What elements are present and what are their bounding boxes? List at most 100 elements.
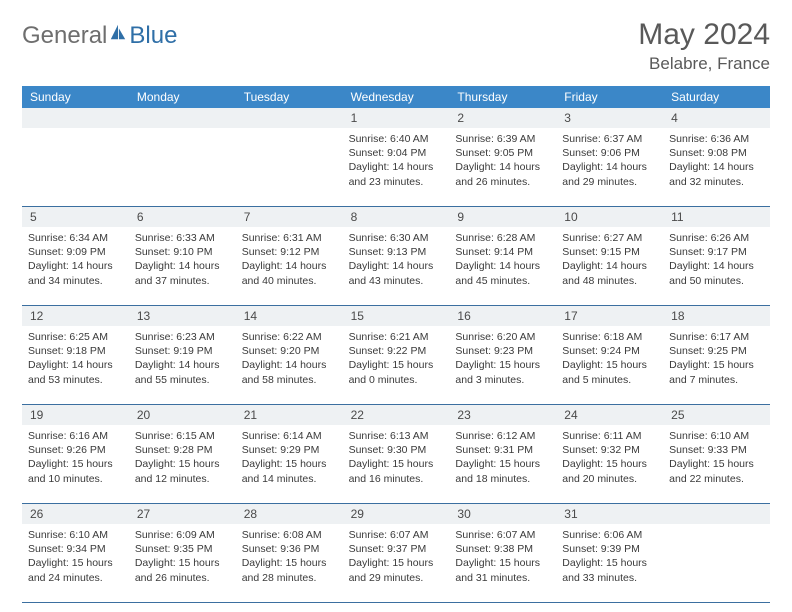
sunrise-text: Sunrise: 6:23 AM — [135, 330, 230, 344]
daylight-text: Daylight: 14 hours and 45 minutes. — [455, 259, 550, 287]
sunset-text: Sunset: 9:13 PM — [349, 245, 444, 259]
day-cell — [236, 128, 343, 206]
day-cell: Sunrise: 6:07 AMSunset: 9:38 PMDaylight:… — [449, 524, 556, 602]
sunset-text: Sunset: 9:32 PM — [562, 443, 657, 457]
day-cell: Sunrise: 6:14 AMSunset: 9:29 PMDaylight:… — [236, 425, 343, 503]
day-cell: Sunrise: 6:09 AMSunset: 9:35 PMDaylight:… — [129, 524, 236, 602]
day-number: 14 — [236, 306, 343, 326]
day-cell: Sunrise: 6:37 AMSunset: 9:06 PMDaylight:… — [556, 128, 663, 206]
sunrise-text: Sunrise: 6:22 AM — [242, 330, 337, 344]
daylight-text: Daylight: 15 hours and 14 minutes. — [242, 457, 337, 485]
sunset-text: Sunset: 9:37 PM — [349, 542, 444, 556]
day-cell: Sunrise: 6:12 AMSunset: 9:31 PMDaylight:… — [449, 425, 556, 503]
day-cell: Sunrise: 6:17 AMSunset: 9:25 PMDaylight:… — [663, 326, 770, 404]
day-cell: Sunrise: 6:08 AMSunset: 9:36 PMDaylight:… — [236, 524, 343, 602]
sunset-text: Sunset: 9:26 PM — [28, 443, 123, 457]
daynum-row: 12131415161718 — [22, 306, 770, 326]
day-number: 11 — [663, 207, 770, 227]
daylight-text: Daylight: 14 hours and 48 minutes. — [562, 259, 657, 287]
day-cell: Sunrise: 6:39 AMSunset: 9:05 PMDaylight:… — [449, 128, 556, 206]
title-block: May 2024 Belabre, France — [638, 18, 770, 74]
sunset-text: Sunset: 9:23 PM — [455, 344, 550, 358]
daylight-text: Daylight: 14 hours and 29 minutes. — [562, 160, 657, 188]
day-header-cell: Saturday — [663, 86, 770, 108]
sunrise-text: Sunrise: 6:14 AM — [242, 429, 337, 443]
sunrise-text: Sunrise: 6:12 AM — [455, 429, 550, 443]
daylight-text: Daylight: 14 hours and 26 minutes. — [455, 160, 550, 188]
sunset-text: Sunset: 9:18 PM — [28, 344, 123, 358]
day-number: 17 — [556, 306, 663, 326]
sunrise-text: Sunrise: 6:20 AM — [455, 330, 550, 344]
day-cell: Sunrise: 6:11 AMSunset: 9:32 PMDaylight:… — [556, 425, 663, 503]
daylight-text: Daylight: 15 hours and 12 minutes. — [135, 457, 230, 485]
day-cell: Sunrise: 6:10 AMSunset: 9:33 PMDaylight:… — [663, 425, 770, 503]
sunrise-text: Sunrise: 6:39 AM — [455, 132, 550, 146]
day-cell: Sunrise: 6:07 AMSunset: 9:37 PMDaylight:… — [343, 524, 450, 602]
day-cell: Sunrise: 6:36 AMSunset: 9:08 PMDaylight:… — [663, 128, 770, 206]
day-number: 27 — [129, 504, 236, 524]
location-label: Belabre, France — [638, 54, 770, 74]
daylight-text: Daylight: 15 hours and 16 minutes. — [349, 457, 444, 485]
day-cell: Sunrise: 6:16 AMSunset: 9:26 PMDaylight:… — [22, 425, 129, 503]
sunset-text: Sunset: 9:14 PM — [455, 245, 550, 259]
day-number — [663, 504, 770, 524]
daynum-row: 567891011 — [22, 207, 770, 227]
sunrise-text: Sunrise: 6:18 AM — [562, 330, 657, 344]
weeks-container: 1234Sunrise: 6:40 AMSunset: 9:04 PMDayli… — [22, 108, 770, 603]
day-number: 23 — [449, 405, 556, 425]
sunrise-text: Sunrise: 6:08 AM — [242, 528, 337, 542]
sunrise-text: Sunrise: 6:07 AM — [455, 528, 550, 542]
daynum-row: 19202122232425 — [22, 405, 770, 425]
header: General Blue May 2024 Belabre, France — [22, 18, 770, 74]
daylight-text: Daylight: 14 hours and 50 minutes. — [669, 259, 764, 287]
day-number: 3 — [556, 108, 663, 128]
week-row: Sunrise: 6:16 AMSunset: 9:26 PMDaylight:… — [22, 425, 770, 504]
day-number — [22, 108, 129, 128]
day-number: 28 — [236, 504, 343, 524]
sunrise-text: Sunrise: 6:06 AM — [562, 528, 657, 542]
day-cell: Sunrise: 6:06 AMSunset: 9:39 PMDaylight:… — [556, 524, 663, 602]
sunrise-text: Sunrise: 6:16 AM — [28, 429, 123, 443]
day-cell: Sunrise: 6:13 AMSunset: 9:30 PMDaylight:… — [343, 425, 450, 503]
daylight-text: Daylight: 15 hours and 18 minutes. — [455, 457, 550, 485]
sunset-text: Sunset: 9:12 PM — [242, 245, 337, 259]
sunset-text: Sunset: 9:06 PM — [562, 146, 657, 160]
day-number: 2 — [449, 108, 556, 128]
day-header-cell: Friday — [556, 86, 663, 108]
daylight-text: Daylight: 15 hours and 29 minutes. — [349, 556, 444, 584]
sunset-text: Sunset: 9:36 PM — [242, 542, 337, 556]
day-cell: Sunrise: 6:33 AMSunset: 9:10 PMDaylight:… — [129, 227, 236, 305]
daylight-text: Daylight: 15 hours and 31 minutes. — [455, 556, 550, 584]
daylight-text: Daylight: 15 hours and 33 minutes. — [562, 556, 657, 584]
sunrise-text: Sunrise: 6:09 AM — [135, 528, 230, 542]
day-number: 25 — [663, 405, 770, 425]
calendar: SundayMondayTuesdayWednesdayThursdayFrid… — [22, 86, 770, 603]
daylight-text: Daylight: 15 hours and 10 minutes. — [28, 457, 123, 485]
daylight-text: Daylight: 15 hours and 28 minutes. — [242, 556, 337, 584]
day-header-cell: Sunday — [22, 86, 129, 108]
sunrise-text: Sunrise: 6:25 AM — [28, 330, 123, 344]
day-number: 29 — [343, 504, 450, 524]
daylight-text: Daylight: 15 hours and 22 minutes. — [669, 457, 764, 485]
daylight-text: Daylight: 14 hours and 53 minutes. — [28, 358, 123, 386]
sunset-text: Sunset: 9:29 PM — [242, 443, 337, 457]
sunrise-text: Sunrise: 6:07 AM — [349, 528, 444, 542]
daylight-text: Daylight: 14 hours and 37 minutes. — [135, 259, 230, 287]
daynum-row: 1234 — [22, 108, 770, 128]
daylight-text: Daylight: 14 hours and 43 minutes. — [349, 259, 444, 287]
day-number: 16 — [449, 306, 556, 326]
daylight-text: Daylight: 14 hours and 32 minutes. — [669, 160, 764, 188]
logo-text-general: General — [22, 22, 107, 50]
day-cell: Sunrise: 6:20 AMSunset: 9:23 PMDaylight:… — [449, 326, 556, 404]
day-number: 10 — [556, 207, 663, 227]
sunset-text: Sunset: 9:20 PM — [242, 344, 337, 358]
day-cell: Sunrise: 6:34 AMSunset: 9:09 PMDaylight:… — [22, 227, 129, 305]
week-row: Sunrise: 6:34 AMSunset: 9:09 PMDaylight:… — [22, 227, 770, 306]
day-cell: Sunrise: 6:23 AMSunset: 9:19 PMDaylight:… — [129, 326, 236, 404]
sunrise-text: Sunrise: 6:33 AM — [135, 231, 230, 245]
sunrise-text: Sunrise: 6:31 AM — [242, 231, 337, 245]
sunset-text: Sunset: 9:09 PM — [28, 245, 123, 259]
day-cell: Sunrise: 6:22 AMSunset: 9:20 PMDaylight:… — [236, 326, 343, 404]
day-cell — [663, 524, 770, 602]
logo-sail-icon — [109, 23, 127, 41]
